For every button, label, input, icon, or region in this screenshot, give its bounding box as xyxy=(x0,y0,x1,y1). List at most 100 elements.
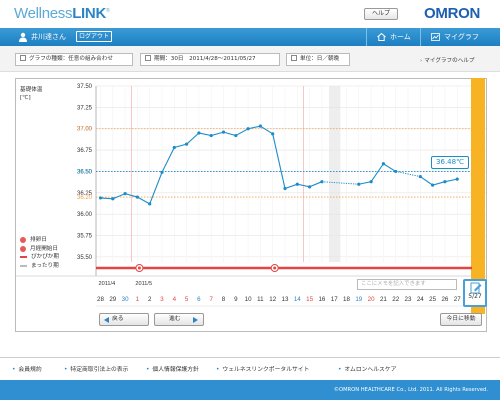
arrow-left-icon xyxy=(104,317,109,323)
x-tick-label: 29 xyxy=(109,296,116,303)
temperature-point xyxy=(443,180,447,184)
y-tick-label: 35.50 xyxy=(77,255,93,261)
period-label: 期間：30日 2011/4/28～2011/05/27 xyxy=(154,56,256,62)
x-tick-label: 19 xyxy=(355,296,362,303)
temperature-point xyxy=(123,192,127,196)
x-tick-label: 26 xyxy=(441,296,448,303)
x-tick-label: 2 xyxy=(148,296,152,303)
temperature-line xyxy=(419,176,458,186)
temperature-point xyxy=(308,185,312,189)
legend-item-mattari: まったり期 xyxy=(20,262,59,271)
mygraph-help-label: マイグラフのヘルプ xyxy=(424,58,475,64)
footer-link-omron[interactable]: • オムロンヘルスケア xyxy=(338,367,397,373)
legend-item-ovulation: 排卵日 xyxy=(20,236,59,245)
memo-input[interactable]: ここにメモを記入できます xyxy=(357,279,457,290)
x-tick-label: 11 xyxy=(257,296,264,303)
memo-edit-icon xyxy=(470,282,482,294)
reference-label: 36.50 xyxy=(77,169,93,175)
today-highlight-bar xyxy=(471,78,485,314)
nav-mygraph[interactable]: マイグラフ xyxy=(420,28,500,46)
x-tick-label: 5 xyxy=(185,296,189,303)
temperature-point xyxy=(98,196,103,200)
period-selector[interactable]: 期間：30日 2011/4/28～2011/05/27 xyxy=(140,53,280,66)
nav-home-label: ホーム xyxy=(390,33,411,41)
y-tick-label: 36.00 xyxy=(77,212,93,218)
temperature-point xyxy=(418,174,422,179)
temperature-gap-line xyxy=(395,170,421,178)
omron-logo: OMRON xyxy=(424,5,480,22)
y-tick-label: 37.50 xyxy=(77,84,93,90)
temperature-point xyxy=(394,169,398,174)
menstruation-marker-dot xyxy=(137,266,141,270)
footer-link-label: ウェルネスリンクポータルサイト xyxy=(222,367,310,373)
month-label: 2011/5 xyxy=(135,281,152,287)
ovulation-marker-icon xyxy=(20,237,26,244)
temperature-point xyxy=(148,202,152,206)
graph-type-selector[interactable]: グラフの種類：任意の組み合わせ xyxy=(15,53,133,66)
y-tick-label: 36.75 xyxy=(77,148,93,154)
x-tick-label: 1 xyxy=(136,296,140,303)
y-tick-label: 36.25 xyxy=(77,191,93,197)
x-tick-label: 7 xyxy=(209,296,213,303)
footer-link-commerce[interactable]: • 特定商取引法上の表示 xyxy=(64,367,129,373)
x-tick-label: 10 xyxy=(245,296,252,303)
y-tick-label: 37.00 xyxy=(77,127,93,133)
filter-bar: グラフの種類：任意の組み合わせ 期間：30日 2011/4/28～2011/05… xyxy=(0,46,500,72)
arrow-right-icon xyxy=(193,317,198,323)
nav-bar: 井川達さん ログアウト ホーム マイグラフ xyxy=(0,28,500,46)
temperature-point xyxy=(234,133,238,138)
nav-mygraph-label: マイグラフ xyxy=(444,33,479,41)
x-tick-label: 20 xyxy=(368,296,375,303)
temperature-line xyxy=(358,163,396,185)
wellnesslink-logo[interactable]: WellnessLINK® xyxy=(14,5,110,22)
prev-label: 戻る xyxy=(112,316,124,322)
footer-link-terms[interactable]: • 会員規約 xyxy=(12,367,42,373)
prev-button[interactable]: 戻る xyxy=(99,313,149,326)
arrow-right-icon: › xyxy=(420,58,423,64)
x-tick-label: 30 xyxy=(122,296,129,303)
ylabel: 基礎体温 xyxy=(20,87,43,93)
logout-button[interactable]: ログアウト xyxy=(76,31,112,42)
today-button[interactable]: 今日に移動 xyxy=(440,313,482,326)
y-axis-title: 基礎体温 [℃] xyxy=(20,86,42,102)
next-button[interactable]: 進む xyxy=(154,313,204,326)
footer-link-label: オムロンヘルスケア xyxy=(344,367,397,373)
temperature-point xyxy=(111,197,115,201)
memo-button[interactable] xyxy=(463,279,487,307)
mygraph-help-link[interactable]: › マイグラフのヘルプ xyxy=(420,56,474,64)
temperature-point xyxy=(160,170,164,174)
temperature-point xyxy=(381,162,385,166)
temperature-point xyxy=(172,145,176,150)
x-tick-label: 28 xyxy=(97,296,104,303)
temperature-point xyxy=(258,124,262,128)
legend-label: ぴかぴか期 xyxy=(31,254,59,261)
temperature-point xyxy=(221,130,226,134)
footer-link-portal[interactable]: • ウェルネスリンクポータルサイト xyxy=(216,367,310,373)
temperature-point xyxy=(431,183,435,187)
temperature-point xyxy=(357,182,361,186)
reference-label: 36.20 xyxy=(77,195,93,201)
x-tick-label: 23 xyxy=(405,296,412,303)
reference-label: 37.00 xyxy=(77,127,93,133)
y-tick-label: 36.50 xyxy=(77,169,93,175)
temperature-point xyxy=(185,142,189,146)
y-tick-label: 35.75 xyxy=(77,234,93,240)
menstruation-marker-dot xyxy=(273,266,277,270)
footer-link-privacy[interactable]: • 個人情報保護方針 xyxy=(146,367,199,373)
pikapika-period-icon xyxy=(20,256,27,259)
user-icon xyxy=(19,32,27,42)
memo-date: 5/27 xyxy=(468,293,482,300)
temperature-point xyxy=(295,182,299,186)
x-tick-label: 24 xyxy=(417,296,424,303)
nav-home[interactable]: ホーム xyxy=(366,28,420,46)
copyright: ©OMRON HEALTHCARE Co., Ltd. 2011. All Ri… xyxy=(0,380,500,400)
legend-label: まったり期 xyxy=(31,262,59,269)
current-value-label: 36.48℃ xyxy=(431,156,469,169)
unit-selector[interactable]: 単位：日／朝晩 xyxy=(286,53,350,66)
month-label: 2011/4 xyxy=(99,281,116,287)
help-button[interactable]: ヘルプ xyxy=(364,8,398,20)
next-label: 進む xyxy=(169,316,181,322)
home-icon xyxy=(377,33,386,41)
menstruation-marker-icon xyxy=(20,245,26,252)
